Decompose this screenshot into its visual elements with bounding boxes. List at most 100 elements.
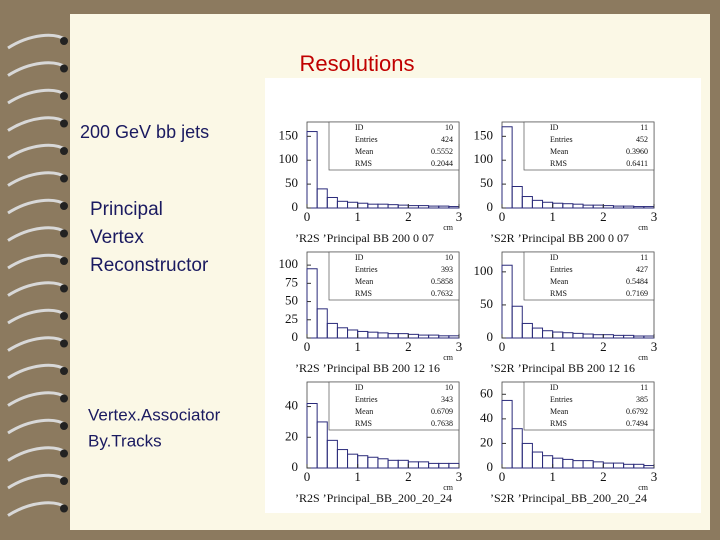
y-tick-label: 100 bbox=[279, 256, 299, 271]
x-tick-label: 1 bbox=[354, 209, 361, 224]
stat-label: ID bbox=[355, 253, 364, 262]
binder-hole bbox=[60, 229, 68, 238]
stat-value: 0.3960 bbox=[626, 147, 648, 156]
x-tick-label: 2 bbox=[600, 209, 607, 224]
stats-box bbox=[328, 251, 460, 301]
stat-label: ID bbox=[550, 253, 559, 262]
x-tick-label: 0 bbox=[304, 209, 311, 224]
x-tick-label: 3 bbox=[651, 339, 658, 354]
stat-value: 0.7632 bbox=[431, 289, 453, 298]
stat-label: Mean bbox=[355, 407, 373, 416]
bullet-text: 200 GeV bb jets bbox=[80, 122, 209, 142]
slide-title: Resolutions bbox=[300, 51, 415, 76]
stats-box bbox=[328, 121, 460, 171]
stats-box bbox=[328, 381, 460, 431]
x-tick-label: 2 bbox=[600, 339, 607, 354]
spiral-ring bbox=[7, 391, 67, 407]
binder-hole bbox=[60, 339, 68, 348]
histogram-bar bbox=[511, 305, 523, 339]
stat-label: ID bbox=[550, 123, 559, 132]
y-tick-label: 20 bbox=[285, 428, 298, 443]
stat-label: RMS bbox=[355, 419, 372, 428]
stat-label: Mean bbox=[355, 277, 373, 286]
bullet-text: Vertex.Associator bbox=[88, 405, 221, 424]
panel-caption: ’R2S ’Principal BB 200 12 16 bbox=[295, 361, 440, 375]
stats-box bbox=[523, 251, 655, 301]
x-tick-label: 1 bbox=[354, 339, 361, 354]
stat-value: 0.6792 bbox=[626, 407, 648, 416]
x-tick-label: 0 bbox=[499, 209, 506, 224]
y-tick-label: 0 bbox=[292, 459, 299, 474]
spiral-ring bbox=[7, 61, 67, 77]
y-tick-label: 150 bbox=[474, 127, 494, 142]
panel-caption: ’S2R ’Principal_BB_200_20_24 bbox=[490, 491, 647, 505]
y-tick-label: 50 bbox=[480, 296, 493, 311]
x-unit: cm bbox=[443, 223, 454, 232]
x-tick-label: 1 bbox=[549, 209, 556, 224]
binder-hole bbox=[60, 257, 68, 265]
x-tick-label: 3 bbox=[651, 469, 658, 484]
stat-value: 0.5858 bbox=[431, 277, 453, 286]
y-tick-label: 100 bbox=[474, 151, 494, 166]
stat-label: Entries bbox=[550, 395, 573, 404]
x-tick-label: 2 bbox=[600, 469, 607, 484]
x-tick-label: 2 bbox=[405, 209, 412, 224]
stat-value: 0.7494 bbox=[626, 419, 648, 428]
binder-hole bbox=[60, 37, 68, 45]
x-unit: cm bbox=[443, 483, 454, 492]
x-tick-label: 2 bbox=[405, 469, 412, 484]
spiral-ring bbox=[7, 446, 67, 462]
binder-hole bbox=[60, 504, 68, 513]
spiral-ring bbox=[7, 308, 67, 325]
spiral-ring bbox=[7, 226, 67, 242]
binder-hole bbox=[60, 312, 68, 320]
binder-hole bbox=[60, 477, 68, 485]
x-tick-label: 0 bbox=[499, 339, 506, 354]
spiral-ring bbox=[7, 116, 67, 132]
stat-label: Entries bbox=[355, 395, 378, 404]
x-unit: cm bbox=[638, 353, 649, 362]
stat-value: 11 bbox=[640, 123, 648, 132]
y-tick-label: 75 bbox=[285, 274, 298, 289]
stat-value: 0.7169 bbox=[626, 289, 648, 298]
x-tick-label: 3 bbox=[456, 469, 463, 484]
stat-value: 0.6709 bbox=[431, 407, 453, 416]
stats-box bbox=[523, 121, 655, 171]
binder-hole bbox=[60, 147, 68, 155]
bullet-text: By.Tracks bbox=[88, 431, 162, 450]
y-tick-label: 50 bbox=[480, 175, 493, 190]
binder-hole bbox=[60, 449, 68, 458]
binder-hole bbox=[60, 174, 68, 183]
y-tick-label: 50 bbox=[285, 293, 298, 308]
x-tick-label: 3 bbox=[651, 209, 658, 224]
stat-label: RMS bbox=[550, 419, 567, 428]
x-tick-label: 2 bbox=[405, 339, 412, 354]
stat-value: 10 bbox=[445, 123, 453, 132]
y-tick-label: 25 bbox=[285, 311, 298, 326]
histogram-bar bbox=[306, 131, 318, 209]
y-tick-label: 40 bbox=[285, 398, 298, 413]
stat-label: Entries bbox=[355, 135, 378, 144]
panel-caption: ’R2S ’Principal BB 200 0 07 bbox=[295, 231, 434, 245]
stat-label: Entries bbox=[355, 265, 378, 274]
stat-label: ID bbox=[550, 383, 559, 392]
binder-hole bbox=[60, 394, 68, 403]
histogram-bar bbox=[306, 268, 318, 339]
y-tick-label: 0 bbox=[487, 329, 494, 344]
spiral-ring bbox=[7, 473, 67, 490]
stat-label: RMS bbox=[355, 159, 372, 168]
stat-value: 11 bbox=[640, 253, 648, 262]
y-tick-label: 100 bbox=[474, 263, 494, 278]
stat-label: ID bbox=[355, 123, 364, 132]
stat-value: 10 bbox=[445, 253, 453, 262]
x-tick-label: 1 bbox=[354, 469, 361, 484]
binder-hole bbox=[60, 202, 68, 210]
stat-label: RMS bbox=[550, 289, 567, 298]
stat-value: 385 bbox=[636, 395, 648, 404]
stat-value: 343 bbox=[441, 395, 453, 404]
bullet-text: Reconstructor bbox=[90, 255, 209, 276]
stat-value: 0.5484 bbox=[626, 277, 648, 286]
y-tick-label: 100 bbox=[279, 151, 299, 166]
histogram-bar bbox=[501, 126, 513, 209]
binder-hole bbox=[60, 284, 68, 293]
